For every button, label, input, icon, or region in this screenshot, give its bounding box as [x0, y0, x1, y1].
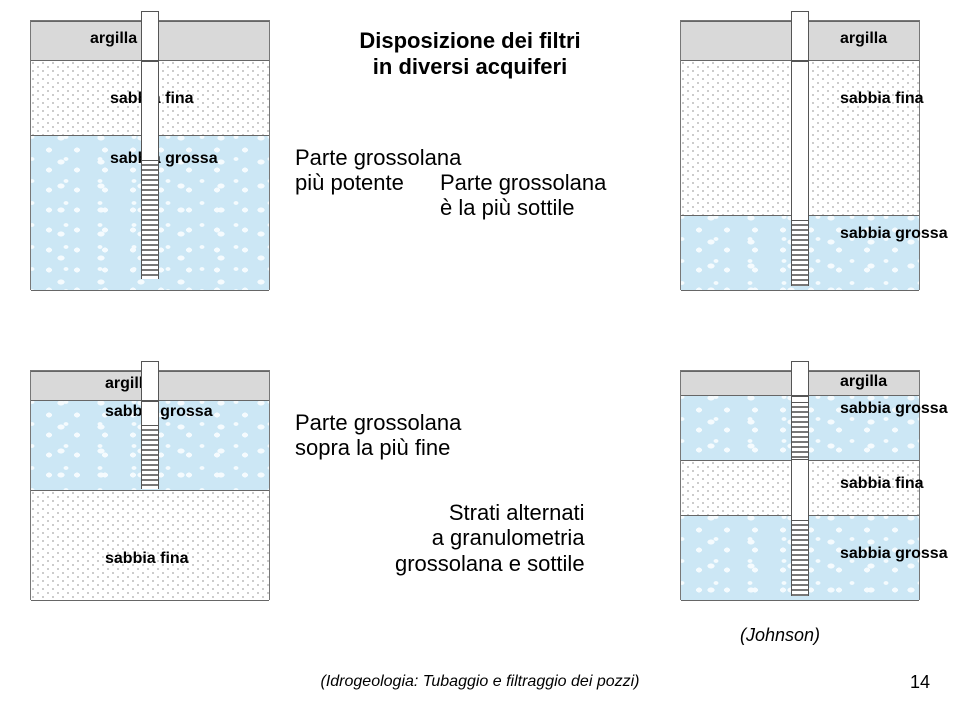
title-line-2: in diversi acquiferi [373, 54, 567, 79]
caption-bottom-left: Parte grossolana sopra la più fine [295, 410, 461, 461]
footer: (Idrogeologia: Tubaggio e filtraggio dei… [320, 673, 639, 691]
layer-sabbia-fina [31, 491, 269, 601]
caption-bottom-right: Strati alternati a granulometria grossol… [395, 500, 585, 576]
well-casing [791, 61, 809, 221]
well-casing [141, 401, 159, 426]
diagram-top-left [30, 20, 270, 290]
caption-top-left: Parte grossolana più potente [295, 145, 461, 196]
well-casing [791, 459, 809, 521]
attribution: (Johnson) [740, 625, 820, 646]
diagram-top-right [680, 20, 920, 290]
layer-label-sabbia-grossa: sabbia grossa [110, 150, 218, 168]
caption-top-right: Parte grossolana è la più sottile [440, 170, 606, 221]
page-number: 14 [910, 672, 930, 693]
page-title: Disposizione dei filtri in diversi acqui… [305, 28, 635, 81]
well-top-stub [791, 361, 809, 396]
layer-label-sabbia-fina: sabbia fina [840, 90, 924, 108]
well-top-stub [791, 11, 809, 61]
layer-label-argilla: argilla [840, 373, 887, 391]
layer-label-argilla: argilla [840, 30, 887, 48]
well-screen [791, 221, 809, 286]
title-line-1: Disposizione dei filtri [359, 28, 580, 53]
well-top-stub [141, 361, 159, 401]
layer-label-sabbia-fina: sabbia fina [105, 550, 189, 568]
layer-label-argilla: argilla [90, 30, 137, 48]
well-screen [141, 426, 159, 489]
well-casing [791, 396, 809, 403]
layer-label-sabbia-grossa: sabbia grossa [840, 545, 948, 563]
layer-label-sabbia-grossa: sabbia grossa [840, 400, 948, 418]
well-screen [791, 521, 809, 596]
well-screen [141, 161, 159, 279]
well-top-stub [141, 11, 159, 61]
layer-label-sabbia-grossa: sabbia grossa [840, 225, 948, 243]
well-screen [791, 403, 809, 459]
layer-label-sabbia-fina: sabbia fina [840, 475, 924, 493]
well-casing [141, 61, 159, 161]
